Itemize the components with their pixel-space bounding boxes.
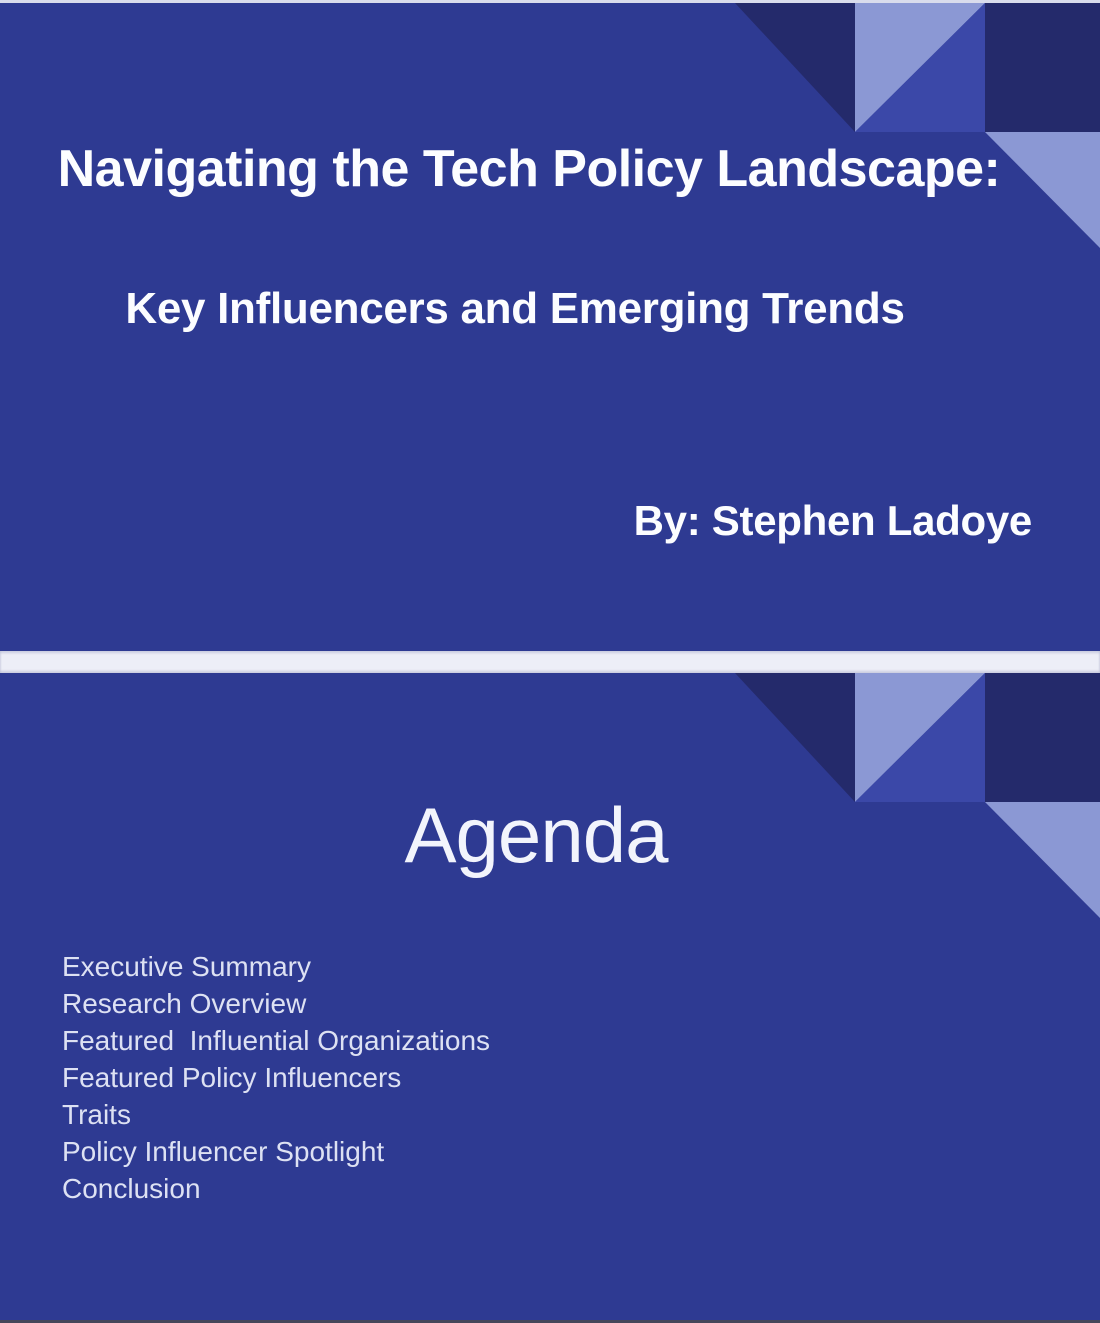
agenda-item: Featured Policy Influencers: [62, 1062, 402, 1093]
decoration-light-triangle-lower: [985, 802, 1100, 918]
decoration-dark-triangle: [735, 673, 855, 802]
agenda-heading: Agenda: [404, 791, 669, 879]
decoration-medium-triangle: [855, 3, 985, 132]
corner-geometric-decoration: [735, 3, 1100, 248]
agenda-list: Executive Summary Research Overview Feat…: [62, 948, 490, 1207]
author-byline: By: Stephen Ladoye: [633, 497, 1033, 544]
agenda-item: Research Overview: [62, 988, 307, 1019]
decoration-dark-square: [985, 673, 1100, 802]
slide-divider: [0, 651, 1100, 673]
deck-subtitle: Key Influencers and Emerging Trends: [125, 284, 905, 333]
agenda-item: Conclusion: [62, 1173, 201, 1204]
page-bottom-edge: [0, 1320, 1100, 1323]
corner-geometric-decoration: [735, 673, 1100, 918]
agenda-item: Featured Influential Organizations: [62, 1025, 491, 1056]
title-slide: Navigating the Tech Policy Landscape: Ke…: [0, 3, 1100, 651]
page-top-edge: [0, 0, 1100, 3]
agenda-slide: Agenda Executive Summary Research Overvi…: [0, 673, 1100, 1320]
agenda-item: Traits: [62, 1099, 131, 1130]
agenda-item: Executive Summary: [62, 951, 311, 982]
decoration-light-triangle-lower: [985, 132, 1100, 248]
agenda-item: Policy Influencer Spotlight: [62, 1136, 385, 1167]
decoration-dark-square: [985, 3, 1100, 132]
decoration-medium-triangle: [855, 673, 985, 802]
decoration-dark-triangle: [735, 3, 855, 132]
deck-title: Navigating the Tech Policy Landscape:: [57, 140, 1001, 198]
